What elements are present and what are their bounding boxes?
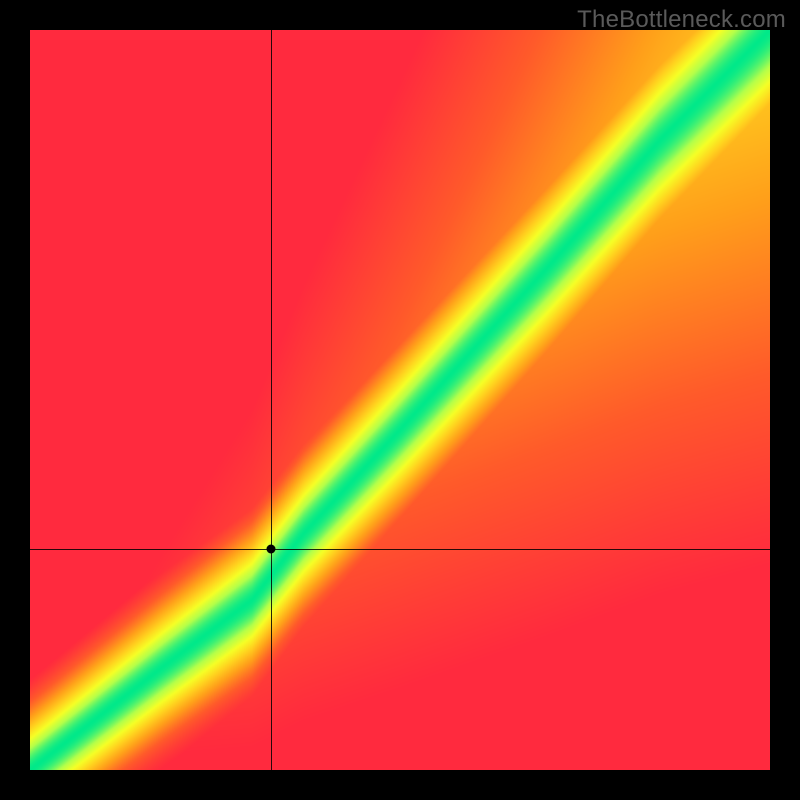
heatmap-canvas <box>30 30 770 770</box>
watermark-text: TheBottleneck.com <box>577 6 786 34</box>
chart-container: TheBottleneck.com <box>0 0 800 800</box>
plot-area <box>30 30 770 770</box>
